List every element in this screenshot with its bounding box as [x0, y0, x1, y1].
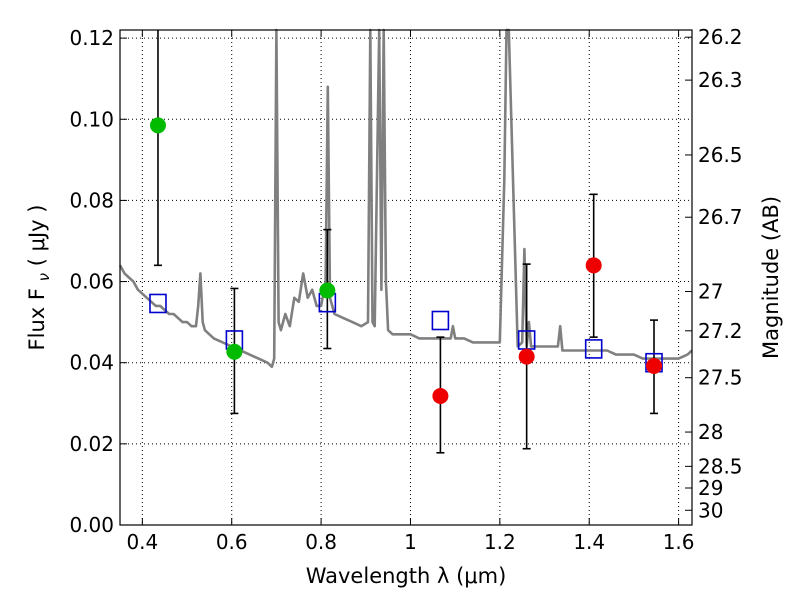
- x-tick-label: 1.4: [573, 530, 605, 554]
- y-tick-label: 0.06: [69, 270, 114, 294]
- y-axis-label-unit: ( μJy ): [25, 205, 49, 267]
- y2-tick-label: 26.5: [698, 143, 743, 167]
- y2-axis-label: Magnitude (AB): [759, 196, 783, 359]
- y2-tick-label: 27.2: [698, 319, 743, 343]
- model-spectrum: [118, 28, 693, 369]
- plot-frame: [119, 29, 693, 526]
- x-tick-label: 0.8: [305, 530, 337, 554]
- y2-tick-label: 26.7: [698, 205, 743, 229]
- y-tick-label: 0.00: [69, 513, 114, 537]
- x-tick-label: 0.6: [216, 530, 248, 554]
- model-photometry-square: [584, 339, 603, 359]
- y-axis-label-main: Flux F: [25, 288, 49, 350]
- y2-tick-label: 30: [698, 498, 723, 522]
- observed-flux-point: [646, 357, 663, 374]
- x-tick-label: 1: [404, 530, 417, 554]
- y-tick-label: 0.10: [69, 107, 114, 131]
- y2-tick-label: 27: [698, 280, 723, 304]
- y-tick-label: 0.12: [69, 26, 114, 50]
- y2-tick-label: 26.3: [698, 68, 743, 92]
- model-photometry-square: [149, 293, 167, 314]
- x-axis-label: Wavelength λ (μm): [306, 564, 507, 588]
- observed-flux-point: [226, 343, 243, 360]
- observed-flux-point: [319, 282, 336, 299]
- x-tick-label: 0.4: [126, 530, 158, 554]
- y2-tick-label: 28.5: [698, 454, 743, 478]
- y2-tick-label: 28: [698, 420, 723, 444]
- observed-flux-point: [432, 387, 449, 404]
- y2-tick-label: 27.5: [698, 366, 743, 390]
- data-markers: [149, 117, 663, 404]
- y-tick-label: 0.04: [69, 351, 114, 375]
- y-axis-ticks: 0.00 0.02 0.04 0.06 0.08 0.10 0.12: [69, 26, 127, 537]
- model-photometry-square: [431, 310, 450, 331]
- y2-tick-label: 29: [698, 476, 723, 500]
- model-spectrum-line: [118, 28, 693, 369]
- x-tick-label: 1.6: [663, 530, 695, 554]
- x-tick-label: 1.2: [484, 530, 516, 554]
- y-axis-label-subscript: ν: [35, 273, 53, 281]
- y-axis-label: Flux F ν ( μJy ): [25, 205, 54, 351]
- observed-flux-point: [149, 117, 166, 134]
- observed-flux-point: [518, 348, 535, 365]
- y-tick-label: 0.08: [69, 188, 114, 212]
- observed-flux-point: [585, 257, 602, 274]
- x-axis-ticks: 0.4 0.6 0.8 1 1.2 1.4 1.6: [126, 30, 695, 554]
- y2-tick-label: 26.2: [698, 25, 743, 49]
- grid: [120, 30, 692, 525]
- error-bars: [153, 30, 659, 454]
- y-tick-label: 0.02: [69, 432, 114, 456]
